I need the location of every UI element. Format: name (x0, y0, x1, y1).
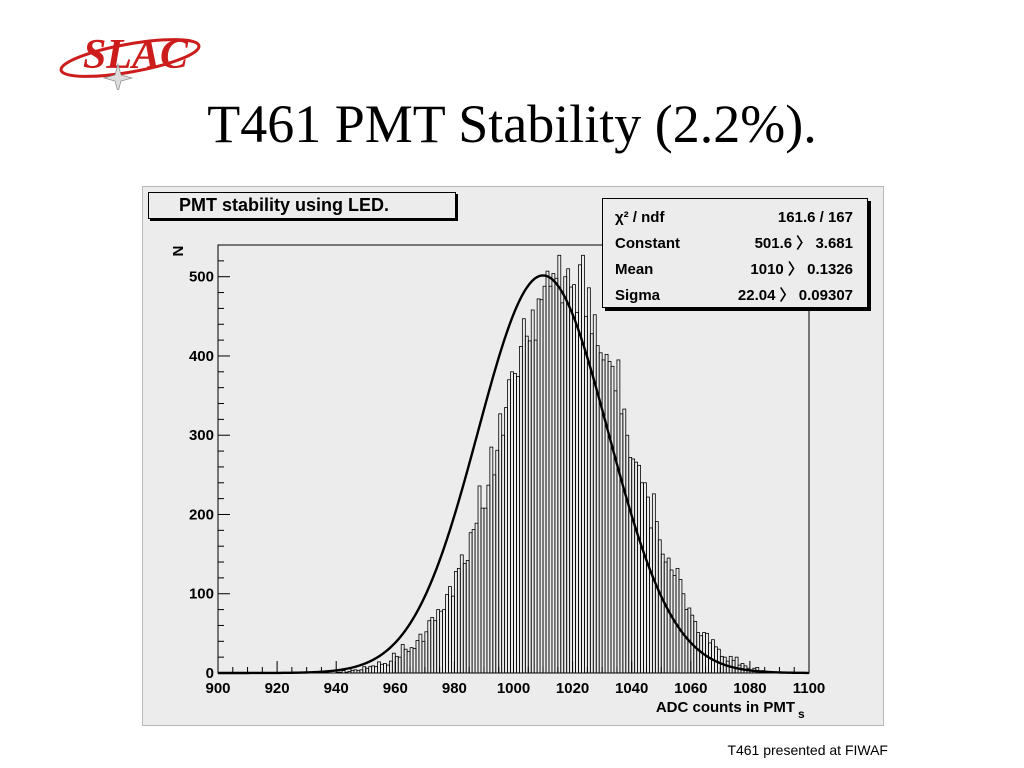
histogram-title: PMT stability using LED. (148, 192, 456, 219)
x-tick-label: 1060 (674, 680, 707, 697)
y-tick-label: 400 (189, 348, 214, 365)
slac-logo-text: SLAC (83, 32, 189, 78)
histogram-panel: 900 920 940 960 980 1000 1020 1040 1060 1080 1100 0… (142, 186, 884, 726)
fit-stats-box: χ² / ndf 161.6 / 167 Constant 501.6 〉 3.… (602, 198, 868, 308)
slide-title: T461 PMT Stability (2.2%). (207, 94, 817, 154)
x-tick-label: 960 (383, 680, 408, 697)
y-axis-label: N (169, 246, 186, 257)
x-tick-label: 900 (205, 680, 230, 697)
gaussian-fit-curve (218, 274, 809, 675)
slac-logo: SLAC (59, 32, 201, 90)
y-tick-label: 300 (189, 427, 214, 444)
y-tick-label: 200 (189, 506, 214, 523)
y-tick-label: 0 (206, 665, 214, 682)
stats-label: Constant (615, 235, 680, 252)
stats-row-sigma: Sigma 22.04 〉 0.09307 (615, 283, 853, 309)
stats-value: 22.04 〉 0.09307 (737, 287, 853, 304)
stats-label: Sigma (615, 287, 661, 304)
histogram-title-text: PMT stability using LED. (179, 195, 390, 215)
stats-row-chi2: χ² / ndf 161.6 / 167 (615, 205, 853, 231)
y-tick-label: 500 (189, 269, 214, 286)
histogram-plot: 900 920 940 960 980 1000 1020 1040 1060 1080 1100 0… (169, 244, 826, 721)
stats-value: 1010 〉 0.1326 (750, 261, 853, 278)
star-icon (102, 62, 134, 90)
x-tick-label: 1100 (793, 680, 826, 697)
slide-footer: T461 presented at FIWAF (727, 742, 888, 758)
y-tick-label: 100 (189, 586, 214, 603)
stats-label: χ² / ndf (615, 209, 665, 226)
stats-value: 161.6 / 167 (777, 209, 853, 226)
x-tick-label: 1000 (497, 680, 530, 697)
x-tick-label: 1020 (556, 680, 589, 697)
x-tick-label: 1040 (615, 680, 648, 697)
x-tick-label: 1080 (733, 680, 766, 697)
stats-value: 501.6 〉 3.681 (754, 235, 853, 252)
x-tick-label: 940 (324, 680, 349, 697)
x-axis-label: ADC counts in PMT (656, 699, 795, 716)
x-axis-label-subscript: s (798, 707, 805, 721)
stats-row-constant: Constant 501.6 〉 3.681 (615, 231, 853, 257)
x-tick-label: 920 (265, 680, 290, 697)
stats-row-mean: Mean 1010 〉 0.1326 (615, 257, 853, 283)
stats-label: Mean (615, 261, 654, 278)
x-tick-label: 980 (442, 680, 467, 697)
